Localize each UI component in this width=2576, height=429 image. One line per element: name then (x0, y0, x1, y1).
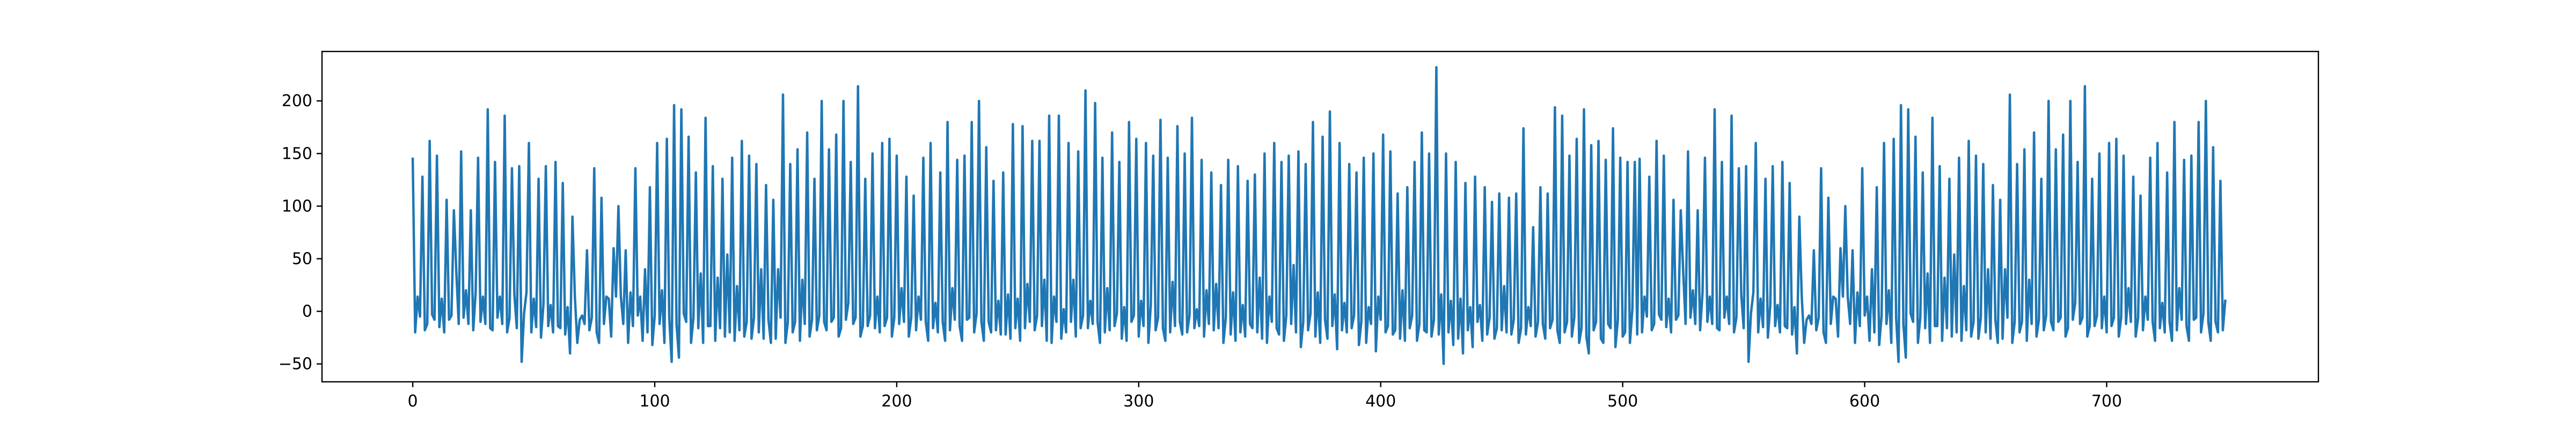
y-tick-label: 0 (302, 302, 312, 321)
x-tick-label: 300 (1123, 392, 1154, 411)
y-tick-label: 150 (282, 144, 312, 163)
y-tick-label: 200 (282, 92, 312, 110)
x-tick-label: 500 (1607, 392, 1638, 411)
x-tick-label: 0 (408, 392, 418, 411)
plot-area (321, 50, 2319, 383)
x-tick-label: 100 (639, 392, 670, 411)
y-tick-label: 100 (282, 197, 312, 216)
axes-frame (321, 50, 2319, 383)
series-line (411, 66, 2227, 365)
y-tick-label: −50 (279, 355, 312, 374)
y-axis: −50 0 50 100 150 200 (279, 92, 322, 374)
x-tick-label: 200 (881, 392, 912, 411)
x-tick-label: 700 (2091, 392, 2122, 411)
y-tick-label: 50 (292, 249, 312, 268)
x-tick-label: 600 (1849, 392, 1880, 411)
x-tick-label: 400 (1365, 392, 1396, 411)
x-axis: 0 100 200 300 400 500 600 700 (408, 382, 2122, 411)
